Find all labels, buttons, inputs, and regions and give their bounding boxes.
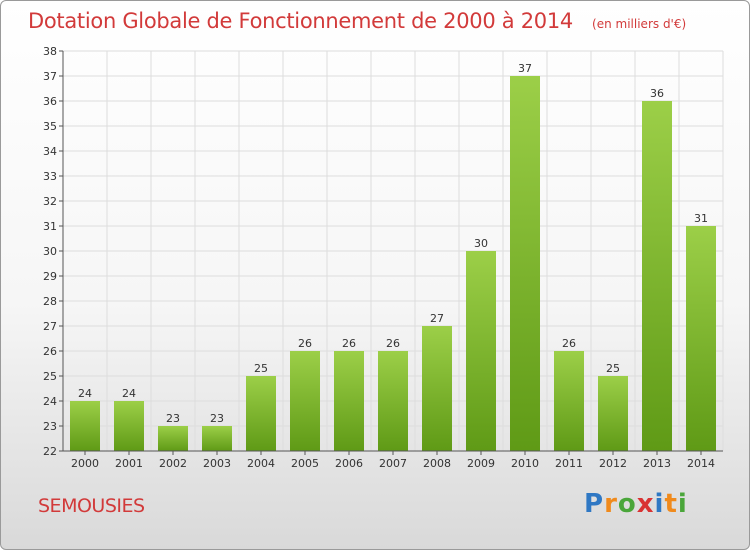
bar [598,376,628,451]
y-tick-label: 22 [43,445,57,458]
title-row: Dotation Globale de Fonctionnement de 20… [28,9,686,33]
logo-letter: t [664,489,678,519]
logo-letter: P [584,489,605,519]
bar [686,226,716,451]
logo-letter: i [654,489,665,519]
bar [202,426,232,451]
bar [510,76,540,451]
y-tick-label: 25 [43,370,57,383]
logo-letter: i [677,489,688,519]
data-label: 36 [650,87,664,100]
chart-title: Dotation Globale de Fonctionnement de 20… [28,9,573,33]
bar [158,426,188,451]
x-tick-label: 2009 [467,457,495,470]
y-tick-label: 38 [43,45,57,58]
axes: 22 23 24 25 26 27 28 29 30 31 32 33 34 35 36 37 38 2000 20… [43,45,723,470]
x-tick-label: 2004 [247,457,275,470]
y-tick-label: 34 [43,145,57,158]
x-tick-label: 2005 [291,457,319,470]
y-tick-label: 32 [43,195,57,208]
proxiti-logo: Proxiti [584,489,688,519]
y-tick-label: 27 [43,320,57,333]
x-tick-label: 2014 [687,457,715,470]
y-tick-label: 24 [43,395,57,408]
chart-subtitle: (en milliers d'€) [592,17,687,31]
bar [422,326,452,451]
data-label: 26 [298,337,312,350]
data-label: 26 [342,337,356,350]
data-label: 23 [166,412,180,425]
data-label: 30 [474,237,488,250]
x-tick-label: 2000 [71,457,99,470]
bar [290,351,320,451]
y-tick-label: 33 [43,170,57,183]
bar [334,351,364,451]
data-label: 37 [518,62,532,75]
x-tick-label: 2002 [159,457,187,470]
x-tick-label: 2001 [115,457,143,470]
x-tick-label: 2003 [203,457,231,470]
y-tick-label: 26 [43,345,57,358]
bar [642,101,672,451]
y-tick-label: 37 [43,70,57,83]
y-tick-label: 29 [43,270,57,283]
town-name: SEMOUSIES [38,495,145,517]
y-tick-label: 30 [43,245,57,258]
y-tick-label: 28 [43,295,57,308]
y-tick-label: 35 [43,120,57,133]
bar [246,376,276,451]
data-label: 23 [210,412,224,425]
x-tick-label: 2012 [599,457,627,470]
bar [70,401,100,451]
logo-letter: x [636,489,655,519]
bar [554,351,584,451]
data-label: 26 [562,337,576,350]
data-label: 25 [606,362,620,375]
bar [466,251,496,451]
logo-letter: r [604,489,618,519]
data-label: 27 [430,312,444,325]
x-tick-label: 2011 [555,457,583,470]
logo-letter: o [617,489,637,519]
data-label: 24 [78,387,92,400]
x-tick-label: 2008 [423,457,451,470]
data-label: 26 [386,337,400,350]
x-tick-label: 2006 [335,457,363,470]
bar [114,401,144,451]
y-tick-label: 31 [43,220,57,233]
y-tick-label: 23 [43,420,57,433]
bar [378,351,408,451]
data-label: 25 [254,362,268,375]
x-tick-label: 2010 [511,457,539,470]
x-tick-label: 2013 [643,457,671,470]
data-label: 31 [694,212,708,225]
data-label: 24 [122,387,136,400]
x-tick-label: 2007 [379,457,407,470]
y-tick-label: 36 [43,95,57,108]
bars: 24 24 23 23 25 26 26 26 27 30 37 26 25 36 31 [70,62,716,451]
